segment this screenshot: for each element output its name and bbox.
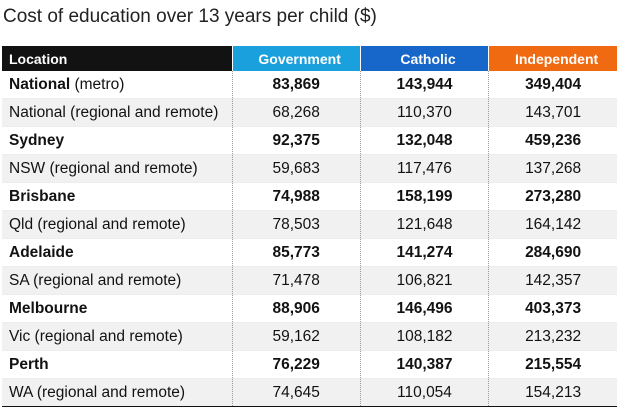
header-location: Location bbox=[2, 46, 233, 71]
cell-location: Brisbane bbox=[2, 182, 233, 211]
cell-independent: 154,213 bbox=[488, 378, 617, 407]
cell-government: 74,645 bbox=[232, 378, 361, 407]
location-name: SA (regional and remote) bbox=[9, 271, 182, 289]
table-row: Vic (regional and remote) 59,162 108,182 21… bbox=[2, 322, 617, 351]
cell-government: 71,478 bbox=[232, 266, 361, 295]
cell-government: 74,988 bbox=[232, 182, 361, 211]
table-row: Melbourne 88,906 146,496 403,373 bbox=[2, 294, 617, 323]
location-name: Brisbane bbox=[9, 187, 76, 205]
cell-government: 92,375 bbox=[232, 126, 361, 155]
location-name: Vic (regional and remote) bbox=[9, 327, 183, 345]
cell-independent: 137,268 bbox=[488, 154, 617, 183]
location-name: NSW (regional and remote) bbox=[9, 159, 198, 177]
location-name: Qld (regional and remote) bbox=[9, 215, 186, 233]
location-name: Adelaide bbox=[9, 243, 74, 261]
cell-government: 88,906 bbox=[232, 294, 361, 323]
table-row: Sydney 92,375 132,048 459,236 bbox=[2, 126, 617, 155]
cell-catholic: 158,199 bbox=[360, 182, 490, 211]
table-row: WA (regional and remote) 74,645 110,054 154… bbox=[2, 378, 617, 407]
cell-government: 78,503 bbox=[232, 210, 361, 239]
cell-location: Sydney bbox=[2, 126, 233, 155]
cell-catholic: 110,370 bbox=[360, 98, 490, 127]
cell-independent: 143,701 bbox=[488, 98, 617, 127]
location-name: Sydney bbox=[9, 131, 65, 149]
cell-independent: 403,373 bbox=[488, 294, 617, 323]
cell-location: Perth bbox=[2, 350, 233, 379]
cell-catholic: 106,821 bbox=[360, 266, 490, 295]
header-catholic: Catholic bbox=[360, 46, 490, 71]
cell-location: Melbourne bbox=[2, 294, 233, 323]
table-body: National (metro) 83,869 143,944 349,404 Nati… bbox=[2, 71, 617, 407]
cell-location: SA (regional and remote) bbox=[2, 266, 233, 295]
cell-independent: 284,690 bbox=[488, 238, 617, 267]
cell-government: 76,229 bbox=[232, 350, 361, 379]
table-row: National (regional and remote) 68,268 110,… bbox=[2, 98, 617, 127]
location-name: WA (regional and remote) bbox=[9, 383, 186, 401]
cell-independent: 349,404 bbox=[488, 71, 617, 99]
cell-location: Adelaide bbox=[2, 238, 233, 267]
cell-government: 85,773 bbox=[232, 238, 361, 267]
location-name: National bbox=[9, 75, 71, 93]
cell-location: Qld (regional and remote) bbox=[2, 210, 233, 239]
cell-government: 59,162 bbox=[232, 322, 361, 351]
cell-location: WA (regional and remote) bbox=[2, 378, 233, 407]
location-name: Melbourne bbox=[9, 299, 88, 317]
header-row: Location Government Catholic Independent bbox=[2, 46, 617, 71]
header-government: Government bbox=[232, 46, 361, 71]
header-independent: Independent bbox=[488, 46, 617, 71]
cell-catholic: 117,476 bbox=[360, 154, 490, 183]
cell-location: National (regional and remote) bbox=[2, 98, 233, 127]
cost-table: Location Government Catholic Independent… bbox=[2, 46, 617, 407]
table-row: Qld (regional and remote) 78,503 121,648 16… bbox=[2, 210, 617, 239]
cell-catholic: 141,274 bbox=[360, 238, 490, 267]
table-row: Adelaide 85,773 141,274 284,690 bbox=[2, 238, 617, 267]
table-row: NSW (regional and remote) 59,683 117,476 13… bbox=[2, 154, 617, 183]
cell-independent: 213,232 bbox=[488, 322, 617, 351]
table-row: SA (regional and remote) 71,478 106,821 142… bbox=[2, 266, 617, 295]
cell-catholic: 121,648 bbox=[360, 210, 490, 239]
location-suffix: (metro) bbox=[70, 75, 125, 93]
location-name: National (regional and remote) bbox=[9, 103, 219, 121]
cell-catholic: 108,182 bbox=[360, 322, 490, 351]
cell-catholic: 140,387 bbox=[360, 350, 490, 379]
cell-catholic: 143,944 bbox=[360, 71, 490, 99]
cell-independent: 142,357 bbox=[488, 266, 617, 295]
cell-government: 59,683 bbox=[232, 154, 361, 183]
cell-independent: 273,280 bbox=[488, 182, 617, 211]
table-row: National (metro) 83,869 143,944 349,404 bbox=[2, 71, 617, 99]
cell-government: 68,268 bbox=[232, 98, 361, 127]
cell-independent: 164,142 bbox=[488, 210, 617, 239]
cell-location: Vic (regional and remote) bbox=[2, 322, 233, 351]
chart-title: Cost of education over 13 years per chil… bbox=[3, 6, 377, 27]
cell-catholic: 146,496 bbox=[360, 294, 490, 323]
table-row: Perth 76,229 140,387 215,554 bbox=[2, 350, 617, 379]
table-row: Brisbane 74,988 158,199 273,280 bbox=[2, 182, 617, 211]
cell-location: NSW (regional and remote) bbox=[2, 154, 233, 183]
cell-catholic: 132,048 bbox=[360, 126, 490, 155]
cell-independent: 215,554 bbox=[488, 350, 617, 379]
location-name: Perth bbox=[9, 355, 49, 373]
cell-independent: 459,236 bbox=[488, 126, 617, 155]
cell-government: 83,869 bbox=[232, 71, 361, 99]
cell-catholic: 110,054 bbox=[360, 378, 490, 407]
cell-location: National (metro) bbox=[2, 71, 233, 99]
